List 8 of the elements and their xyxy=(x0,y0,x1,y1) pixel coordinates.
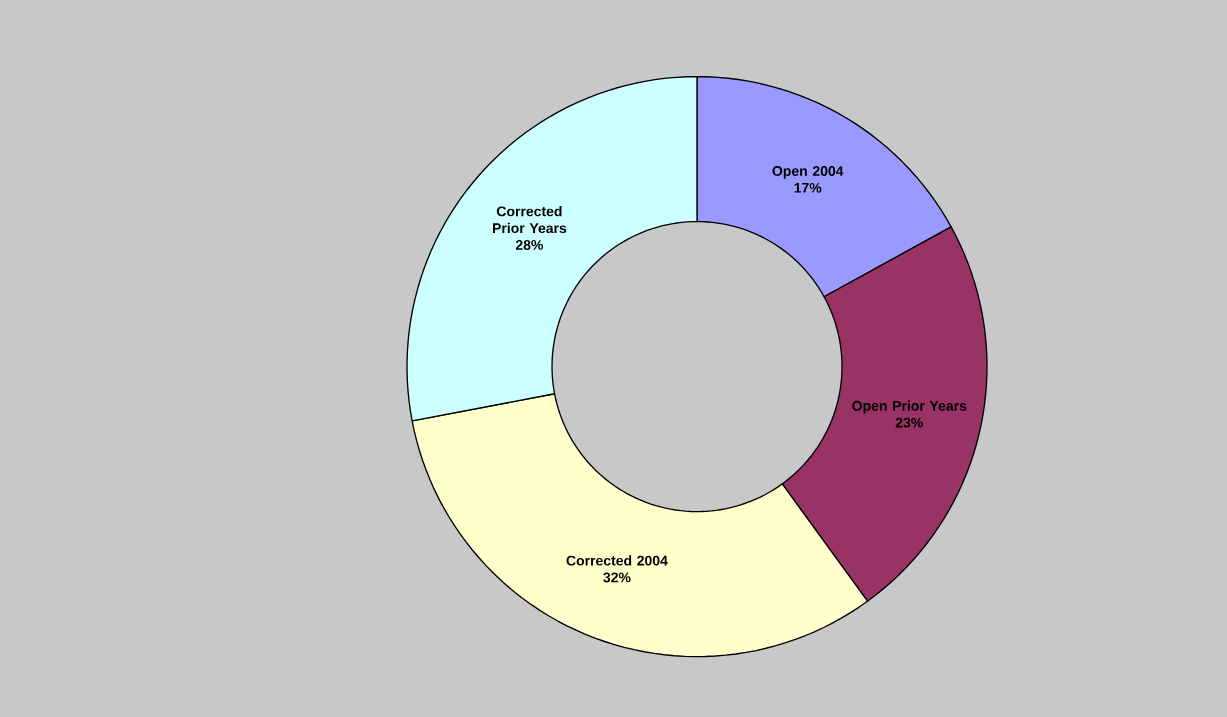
data-label: 28% xyxy=(515,239,544,250)
slice-label: Corrected Prior Years xyxy=(493,206,567,234)
data-label: 32% xyxy=(603,572,631,583)
slice-label: Open Prior Years xyxy=(852,400,967,414)
data-label: 17% xyxy=(794,182,822,193)
slice-label: Open 2004 xyxy=(772,166,844,179)
data-label: 23% xyxy=(895,417,923,428)
slice-label: Corrected 2004 xyxy=(566,555,668,566)
